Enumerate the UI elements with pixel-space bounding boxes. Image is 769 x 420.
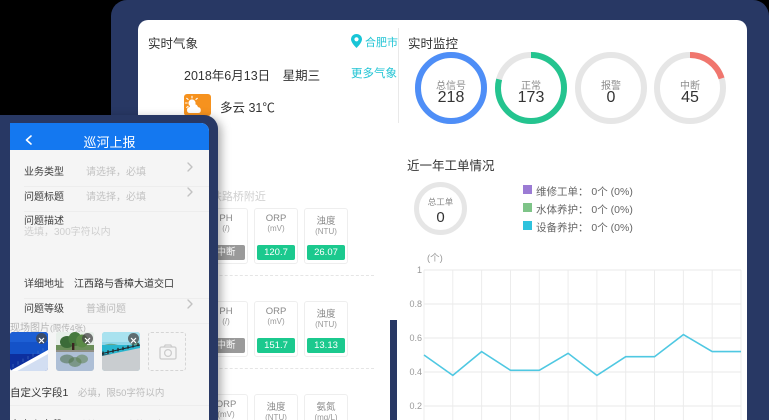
- svg-text:0.2: 0.2: [409, 401, 422, 411]
- svg-text:1: 1: [417, 265, 422, 275]
- svg-text:0.8: 0.8: [409, 299, 422, 309]
- svg-text:0.6: 0.6: [409, 333, 422, 343]
- svg-text:0.4: 0.4: [409, 367, 422, 377]
